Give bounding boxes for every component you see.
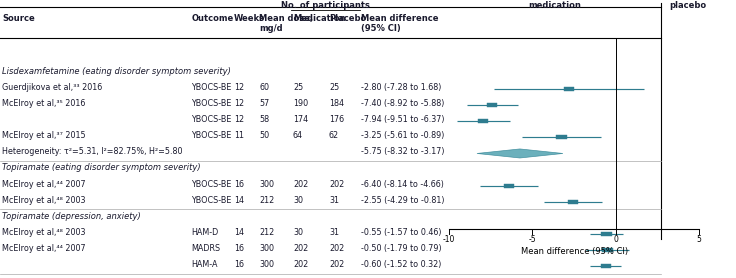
Text: 202: 202: [329, 260, 344, 269]
Text: 12: 12: [234, 83, 244, 92]
Text: 212: 212: [259, 228, 275, 237]
Bar: [487, 103, 498, 107]
Text: 62: 62: [329, 131, 339, 140]
Text: YBOCS-BE: YBOCS-BE: [191, 196, 232, 205]
Bar: [478, 119, 489, 123]
Text: 202: 202: [329, 244, 344, 253]
Text: 174: 174: [293, 115, 308, 124]
Text: Mean difference (95% CI): Mean difference (95% CI): [520, 247, 628, 256]
Text: 12: 12: [234, 115, 244, 124]
Text: -3.25 (-5.61 to -0.89): -3.25 (-5.61 to -0.89): [361, 131, 444, 140]
Text: Placebo: Placebo: [329, 14, 367, 23]
Bar: [601, 264, 611, 268]
Text: 57: 57: [259, 99, 269, 108]
Text: 300: 300: [259, 244, 274, 253]
Text: 58: 58: [259, 115, 269, 124]
Bar: [556, 135, 567, 139]
Text: 300: 300: [259, 260, 274, 269]
Bar: [601, 232, 612, 236]
Text: 202: 202: [293, 180, 308, 188]
Text: -2.55 (-4.29 to -0.81): -2.55 (-4.29 to -0.81): [361, 196, 444, 205]
Text: -0.60 (-1.52 to 0.32): -0.60 (-1.52 to 0.32): [361, 260, 441, 269]
Text: 202: 202: [293, 260, 308, 269]
Text: Outcome: Outcome: [191, 14, 233, 23]
Bar: [602, 248, 612, 252]
Text: 30: 30: [293, 228, 303, 237]
Text: 12: 12: [234, 99, 244, 108]
Polygon shape: [477, 149, 563, 158]
Text: 300: 300: [259, 180, 274, 188]
Bar: [564, 87, 574, 91]
Text: -7.94 (-9.51 to -6.37): -7.94 (-9.51 to -6.37): [361, 115, 444, 124]
Text: 60: 60: [259, 83, 269, 92]
Text: YBOCS-BE: YBOCS-BE: [191, 83, 232, 92]
Text: 14: 14: [234, 196, 244, 205]
Text: 14: 14: [234, 228, 244, 237]
Text: Mean difference
(95% CI): Mean difference (95% CI): [361, 14, 438, 33]
Text: Mean dose,
mg/d: Mean dose, mg/d: [259, 14, 314, 33]
Bar: [568, 200, 578, 204]
Text: 16: 16: [234, 180, 244, 188]
Text: YBOCS-BE: YBOCS-BE: [191, 115, 232, 124]
Text: McElroy et al,⁴⁴ 2007: McElroy et al,⁴⁴ 2007: [2, 180, 86, 188]
Text: -10: -10: [443, 235, 455, 244]
Bar: [504, 184, 514, 188]
Text: YBOCS-BE: YBOCS-BE: [191, 131, 232, 140]
Text: Topiramate (eating disorder symptom severity): Topiramate (eating disorder symptom seve…: [2, 163, 201, 172]
Text: 190: 190: [293, 99, 308, 108]
Text: -0.50 (-1.79 to 0.79): -0.50 (-1.79 to 0.79): [361, 244, 442, 253]
Text: MADRS: MADRS: [191, 244, 221, 253]
Text: -6.40 (-8.14 to -4.66): -6.40 (-8.14 to -4.66): [361, 180, 444, 188]
Text: HAM-D: HAM-D: [191, 228, 219, 237]
Text: 25: 25: [293, 83, 303, 92]
Text: McElroy et al,⁴⁸ 2003: McElroy et al,⁴⁸ 2003: [2, 228, 85, 237]
Text: Favors
placebo: Favors placebo: [669, 0, 706, 10]
Text: Lisdexamfetamine (eating disorder symptom severity): Lisdexamfetamine (eating disorder sympto…: [2, 67, 231, 76]
Text: Source: Source: [2, 14, 35, 23]
Text: Guerdjikova et al,³³ 2016: Guerdjikova et al,³³ 2016: [2, 83, 102, 92]
Text: Favors
medication: Favors medication: [528, 0, 581, 10]
Text: HAM-A: HAM-A: [191, 260, 218, 269]
Text: 11: 11: [234, 131, 244, 140]
Text: -5.75 (-8.32 to -3.17): -5.75 (-8.32 to -3.17): [361, 147, 444, 156]
Text: 184: 184: [329, 99, 344, 108]
Text: McElroy et al,⁴⁴ 2007: McElroy et al,⁴⁴ 2007: [2, 244, 86, 253]
Text: Heterogeneity: τ²=5.31, I²=82.75%, H²=5.80: Heterogeneity: τ²=5.31, I²=82.75%, H²=5.…: [2, 147, 183, 156]
Text: 202: 202: [293, 244, 308, 253]
Text: McElroy et al,³⁷ 2015: McElroy et al,³⁷ 2015: [2, 131, 86, 140]
Text: -0.55 (-1.57 to 0.46): -0.55 (-1.57 to 0.46): [361, 228, 441, 237]
Text: 64: 64: [293, 131, 303, 140]
Text: 176: 176: [329, 115, 344, 124]
Text: Topiramate (depression, anxiety): Topiramate (depression, anxiety): [2, 212, 141, 221]
Text: 16: 16: [234, 260, 244, 269]
Text: 5: 5: [697, 235, 701, 244]
Text: McElroy et al,³⁵ 2016: McElroy et al,³⁵ 2016: [2, 99, 85, 108]
Text: 0: 0: [613, 235, 618, 244]
Text: Weeks: Weeks: [234, 14, 265, 23]
Text: -5: -5: [528, 235, 537, 244]
Text: 50: 50: [259, 131, 269, 140]
Text: -7.40 (-8.92 to -5.88): -7.40 (-8.92 to -5.88): [361, 99, 444, 108]
Text: Medication: Medication: [293, 14, 345, 23]
Text: No. of participants: No. of participants: [281, 1, 370, 10]
Text: 16: 16: [234, 244, 244, 253]
Text: 31: 31: [329, 196, 339, 205]
Text: YBOCS-BE: YBOCS-BE: [191, 99, 232, 108]
Text: -2.80 (-7.28 to 1.68): -2.80 (-7.28 to 1.68): [361, 83, 441, 92]
Text: 25: 25: [329, 83, 339, 92]
Text: 31: 31: [329, 228, 339, 237]
Text: YBOCS-BE: YBOCS-BE: [191, 180, 232, 188]
Text: 212: 212: [259, 196, 275, 205]
Text: 202: 202: [329, 180, 344, 188]
Text: 30: 30: [293, 196, 303, 205]
Text: McElroy et al,⁴⁸ 2003: McElroy et al,⁴⁸ 2003: [2, 196, 85, 205]
